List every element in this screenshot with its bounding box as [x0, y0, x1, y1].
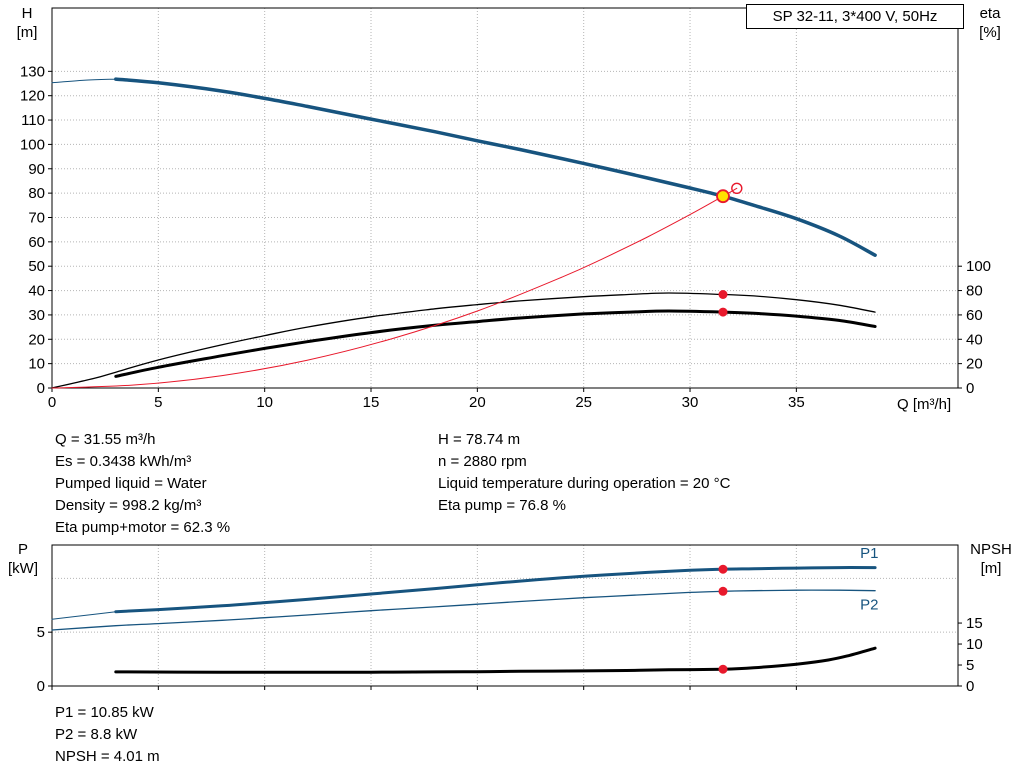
p2-point — [718, 586, 728, 596]
info-line: n = 2880 rpm — [438, 453, 527, 470]
info-line: P1 = 10.85 kW — [55, 704, 154, 721]
eta-pump-motor-point — [718, 307, 728, 317]
npsh-curve — [114, 646, 877, 674]
info-line: Eta pump+motor = 62.3 % — [55, 519, 231, 536]
duty-point[interactable] — [716, 189, 730, 204]
head-curve — [114, 77, 877, 257]
eta-pump-point — [718, 290, 728, 299]
y-left-tick-label: 5 — [37, 624, 45, 641]
info-line: Q = 31.55 m³/h — [55, 431, 156, 448]
axis-label-line: [m] — [980, 560, 1002, 577]
y-left-tick-label: 120 — [20, 88, 45, 105]
pump-title: SP 32-11, 3*400 V, 50Hz — [772, 8, 938, 25]
y-right-tick-label: 5 — [966, 657, 974, 674]
y-left-tick-label: 90 — [28, 161, 45, 178]
y-right-tick-label: 10 — [966, 636, 983, 653]
y-left-tick-label: 0 — [37, 380, 45, 397]
y-left-tick-label: 110 — [21, 112, 45, 129]
info-line: NPSH = 4.01 m — [55, 748, 160, 765]
p1-point — [718, 564, 728, 574]
power-npsh-chart: 0 5 0 5 10 15 P1 P2 — [37, 544, 983, 695]
eta-pump-curve — [51, 292, 876, 389]
p-axis-label: P [kW] — [0, 540, 46, 578]
result-info: P1 = 10.85 kW P2 = 8.8 kW NPSH = 4.01 m — [55, 702, 160, 768]
y-right-tick-label: 100 — [966, 258, 991, 275]
y-left-tick-label: 70 — [28, 209, 45, 226]
y-left-tick-label: 20 — [28, 331, 45, 348]
y-right-tick-label: 0 — [966, 380, 974, 397]
axis-label-line: [m] — [16, 24, 38, 41]
x-tick-label: 10 — [256, 394, 273, 411]
x-tick-label: 35 — [788, 394, 805, 411]
p1-curve-lead — [51, 611, 117, 620]
p1-curve — [114, 566, 877, 614]
y-right-tick-label: 20 — [966, 356, 983, 373]
head-curve-lead — [51, 78, 117, 84]
info-line: P2 = 8.8 kW — [55, 726, 138, 743]
x-tick-label: 0 — [48, 394, 56, 411]
y-left-tick-label: 130 — [20, 63, 45, 80]
x-tick-label: 30 — [682, 394, 699, 411]
system-curve — [51, 187, 738, 389]
eta-axis-label: eta [%] — [966, 4, 1014, 42]
axis-label-line: P — [17, 541, 28, 558]
y-right-tick-label: 80 — [966, 283, 983, 300]
x-tick-label: 25 — [575, 394, 592, 411]
x-tick-label: 20 — [469, 394, 486, 411]
y-left-tick-label: 0 — [37, 678, 45, 695]
y-left-tick-label: 80 — [28, 185, 45, 202]
y-left-tick-label: 50 — [28, 258, 45, 275]
info-line: Liquid temperature during operation = 20… — [438, 475, 731, 492]
y-right-tick-label: 60 — [966, 307, 983, 324]
y-left-tick-label: 100 — [20, 136, 45, 153]
pump-title-box: SP 32-11, 3*400 V, 50Hz — [746, 4, 964, 29]
y-left-tick-label: 40 — [28, 283, 45, 300]
h-axis-label: H [m] — [6, 4, 48, 42]
x-tick-label: 5 — [154, 394, 162, 411]
axis-label-line: [kW] — [8, 560, 38, 577]
info-line: Eta pump = 76.8 % — [438, 497, 566, 514]
y-left-tick-label: 60 — [28, 234, 45, 251]
p2-curve — [51, 589, 876, 631]
y-right-tick-label: 0 — [966, 678, 974, 695]
info-line: Pumped liquid = Water — [55, 475, 207, 492]
x-tick-label: 15 — [363, 394, 380, 411]
plot-frame — [51, 7, 959, 389]
hq-eta-chart: 0 5 10 15 20 25 30 35 0 10 20 30 40 50 60 70 80 90 100 110 1… — [20, 7, 991, 411]
duty-info-right: H = 78.74 m n = 2880 rpm Liquid temperatur… — [438, 429, 730, 517]
info-line: H = 78.74 m — [438, 431, 521, 448]
axis-label-line: eta — [979, 5, 1001, 22]
duty-info-left: Q = 31.55 m³/h Es = 0.3438 kWh/m³ Pumped l… — [55, 429, 230, 539]
y-left-tick-label: 10 — [28, 356, 45, 373]
axis-label-line: NPSH — [970, 541, 1012, 558]
y-right-tick-label: 40 — [966, 331, 983, 348]
info-line: Es = 0.3438 kWh/m³ — [55, 453, 192, 470]
y-right-tick-label: 15 — [966, 615, 983, 632]
plot-frame — [51, 544, 959, 687]
axis-label-line: [%] — [979, 24, 1001, 41]
eta-pump-motor-curve — [114, 309, 877, 378]
info-line: Density = 998.2 kg/m³ — [55, 497, 202, 514]
axis-label-line: H — [21, 5, 33, 22]
npsh-point — [718, 664, 728, 674]
y-left-tick-label: 30 — [28, 307, 45, 324]
curve-label-p1: P1 — [860, 545, 878, 562]
requested-duty-point — [731, 182, 743, 195]
curve-label-p2: P2 — [860, 597, 878, 614]
q-axis-label: Q [m³/h] — [897, 396, 952, 413]
npsh-axis-label: NPSH [m] — [960, 540, 1022, 578]
